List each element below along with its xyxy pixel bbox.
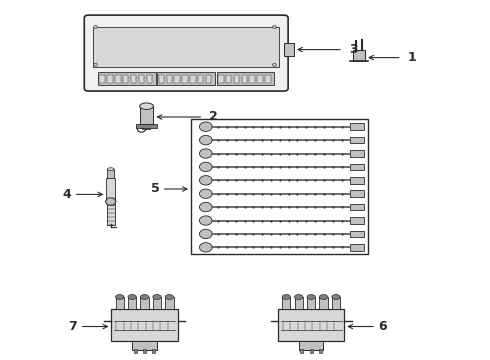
Bar — [131, 75, 136, 83]
Bar — [319, 349, 322, 353]
Bar — [98, 72, 156, 85]
Bar — [299, 341, 323, 350]
Text: 4: 4 — [62, 188, 71, 201]
Bar — [310, 349, 313, 353]
Bar — [350, 123, 364, 130]
Bar — [217, 72, 274, 85]
Bar — [350, 177, 364, 184]
Bar — [174, 75, 180, 83]
Bar — [190, 75, 196, 83]
Ellipse shape — [140, 103, 153, 109]
Circle shape — [199, 176, 212, 185]
Bar — [350, 164, 364, 170]
Bar — [226, 75, 231, 83]
Circle shape — [199, 149, 212, 158]
Ellipse shape — [107, 168, 114, 171]
Polygon shape — [105, 198, 116, 205]
Bar — [353, 50, 365, 61]
Circle shape — [94, 26, 98, 28]
Bar — [143, 349, 146, 353]
Bar — [107, 75, 113, 83]
Bar — [123, 75, 128, 83]
Text: 6: 6 — [378, 320, 387, 333]
Bar — [350, 204, 364, 210]
Text: 1: 1 — [408, 51, 416, 64]
Bar — [152, 349, 155, 353]
Circle shape — [199, 135, 212, 145]
Text: 5: 5 — [150, 183, 159, 195]
FancyBboxPatch shape — [84, 15, 288, 91]
Bar — [107, 203, 115, 225]
Bar — [167, 75, 172, 83]
Bar — [300, 349, 303, 353]
Ellipse shape — [282, 294, 291, 300]
Bar — [332, 297, 340, 309]
Ellipse shape — [116, 294, 124, 300]
Bar — [99, 75, 105, 83]
Circle shape — [94, 63, 98, 66]
Ellipse shape — [319, 294, 328, 300]
Ellipse shape — [294, 294, 303, 300]
Bar — [107, 169, 114, 180]
Bar — [132, 341, 157, 350]
Text: 3: 3 — [349, 43, 358, 56]
Bar — [234, 75, 239, 83]
Bar — [142, 124, 150, 129]
Circle shape — [199, 216, 212, 225]
Text: 7: 7 — [69, 320, 77, 333]
Bar — [307, 297, 316, 309]
Circle shape — [272, 26, 276, 28]
Bar — [265, 75, 270, 83]
Bar — [140, 106, 153, 126]
Bar — [157, 72, 215, 85]
Bar — [284, 43, 294, 56]
Bar — [93, 27, 279, 67]
Ellipse shape — [332, 294, 340, 300]
Bar — [350, 190, 364, 197]
Bar — [218, 75, 223, 83]
Ellipse shape — [128, 294, 136, 300]
Circle shape — [199, 122, 212, 131]
Bar — [111, 309, 177, 341]
Bar — [147, 75, 152, 83]
Bar — [140, 297, 149, 309]
Bar — [198, 75, 203, 83]
Bar — [134, 349, 137, 353]
Bar — [106, 178, 115, 200]
Bar — [116, 297, 124, 309]
Bar — [242, 75, 247, 83]
Bar — [182, 75, 188, 83]
Bar — [294, 297, 303, 309]
Circle shape — [199, 243, 212, 252]
Bar — [191, 119, 368, 254]
Circle shape — [272, 63, 276, 66]
Bar — [350, 217, 364, 224]
Bar — [257, 75, 263, 83]
Bar — [350, 231, 364, 237]
Circle shape — [199, 162, 212, 172]
Ellipse shape — [140, 294, 149, 300]
Circle shape — [199, 229, 212, 239]
Bar — [159, 75, 164, 83]
Bar — [115, 75, 121, 83]
Text: 2: 2 — [209, 111, 218, 123]
Bar — [128, 297, 136, 309]
Bar — [153, 297, 161, 309]
Ellipse shape — [153, 294, 161, 300]
Bar — [350, 137, 364, 143]
Ellipse shape — [165, 294, 173, 300]
Ellipse shape — [307, 294, 316, 300]
Circle shape — [199, 189, 212, 198]
Bar — [282, 297, 291, 309]
Bar — [165, 297, 173, 309]
Bar — [350, 244, 364, 251]
Bar — [136, 124, 157, 128]
Bar — [278, 309, 344, 341]
Bar — [249, 75, 255, 83]
Bar — [350, 150, 364, 157]
Bar — [139, 75, 144, 83]
Circle shape — [199, 202, 212, 212]
Bar — [319, 297, 328, 309]
Bar — [206, 75, 211, 83]
